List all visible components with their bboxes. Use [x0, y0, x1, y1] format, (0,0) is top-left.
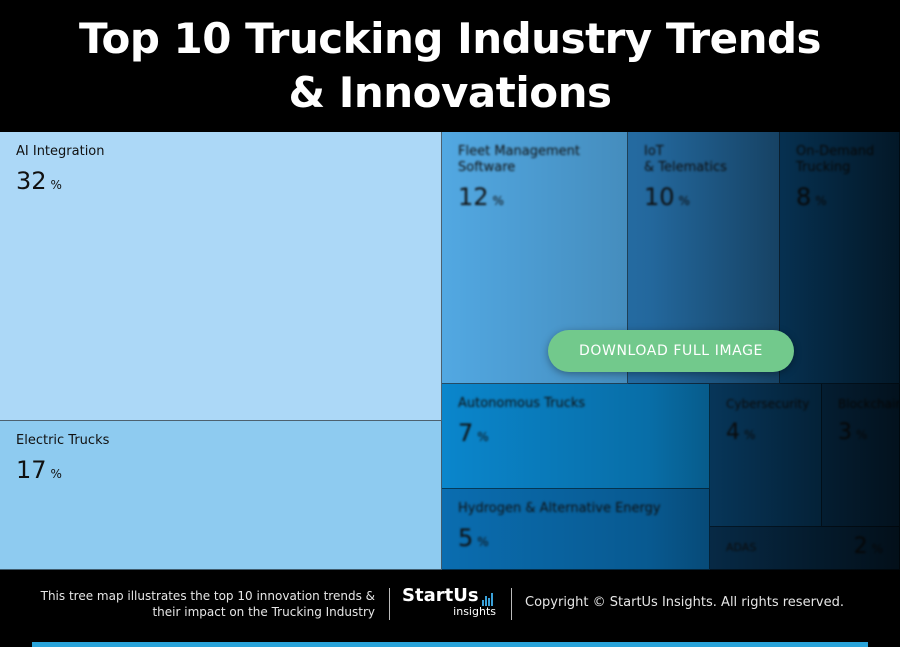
tile-label: Hydrogen & Alternative Energy [458, 501, 661, 516]
title-line-1: Top 10 Trucking Industry Trends [78, 14, 822, 63]
tile-value-unit: % [477, 535, 489, 549]
tile-value: 4% [726, 418, 805, 450]
tile-value: 12% [458, 182, 611, 216]
tile-label: On-Demand Trucking [796, 144, 875, 175]
tile-label: IoT & Telematics [644, 144, 727, 175]
tile-value: 5% [458, 523, 693, 557]
tile-value-unit: % [492, 194, 504, 208]
treemap-tile-autonomous-trucks: Autonomous Trucks 7% [442, 384, 710, 489]
tile-value: 3% [838, 418, 883, 450]
tile-value-number: 17 [16, 456, 47, 484]
accent-bar [32, 642, 868, 647]
tile-value-unit: % [871, 542, 883, 556]
logo-wordmark: StartUs [402, 585, 479, 606]
tile-value: 7% [458, 418, 693, 452]
treemap-tile-on-demand-trucking: On-Demand Trucking 8% [780, 132, 900, 384]
tile-value: 17% [16, 455, 425, 489]
treemap-tile-blockchain: Blockchain 3% [822, 384, 900, 527]
tile-value: 8% [796, 182, 883, 216]
tile-value-number: 10 [644, 183, 675, 211]
tile-value-number: 5 [458, 524, 474, 552]
tile-value: 2% [854, 532, 883, 564]
tile-value-number: 4 [726, 420, 740, 445]
tile-value: 10% [644, 182, 763, 216]
tile-label: Cybersecurity [726, 397, 810, 411]
tile-label: Electric Trucks [16, 433, 110, 448]
footer: This tree map illustrates the top 10 inn… [0, 570, 900, 647]
tile-label: Autonomous Trucks [458, 396, 586, 411]
treemap-tile-adas: ADAS 2% [710, 527, 900, 570]
tile-label: Fleet Management Software [458, 144, 580, 175]
treemap-tile-ai-integration: AI Integration 32% [0, 132, 442, 421]
startus-logo[interactable]: StartUs insights [402, 586, 498, 626]
treemap-tile-hydrogen-alternative-energy: Hydrogen & Alternative Energy 5% [442, 489, 710, 570]
logo-subtext: insights [453, 605, 496, 618]
tile-value-number: 12 [458, 183, 489, 211]
tile-value-unit: % [856, 428, 868, 442]
footer-divider-left [389, 588, 390, 620]
tile-value-unit: % [815, 194, 827, 208]
tile-value-number: 2 [853, 534, 868, 559]
tile-value-number: 3 [838, 420, 852, 445]
title-line-2: & Innovations [288, 68, 612, 117]
footer-description: This tree map illustrates the top 10 inn… [20, 588, 375, 620]
footer-description-line-1: This tree map illustrates the top 10 inn… [40, 589, 375, 603]
page-title: Top 10 Trucking Industry Trends & Innova… [0, 0, 900, 132]
footer-divider-right [511, 588, 512, 620]
tile-label: Blockchain [838, 397, 900, 411]
tile-label: ADAS [726, 541, 757, 554]
tile-value: 32% [16, 166, 425, 200]
tile-value-unit: % [50, 178, 62, 192]
tile-value-number: 8 [796, 183, 812, 211]
treemap-tile-electric-trucks: Electric Trucks 17% [0, 421, 442, 570]
tile-label: AI Integration [16, 144, 105, 159]
tile-value-unit: % [744, 428, 756, 442]
tile-value-unit: % [678, 194, 690, 208]
download-full-image-button[interactable]: DOWNLOAD FULL IMAGE [548, 330, 794, 372]
tile-value-number: 32 [16, 167, 47, 195]
copyright-text: Copyright © StartUs Insights. All rights… [525, 595, 844, 610]
bar-chart-icon [481, 592, 494, 606]
footer-description-line-2: their impact on the Trucking Industry [152, 605, 375, 619]
treemap-tile-cybersecurity: Cybersecurity 4% [710, 384, 822, 527]
tile-value-unit: % [477, 430, 489, 444]
tile-value-number: 7 [458, 419, 474, 447]
tile-value-unit: % [50, 467, 62, 481]
